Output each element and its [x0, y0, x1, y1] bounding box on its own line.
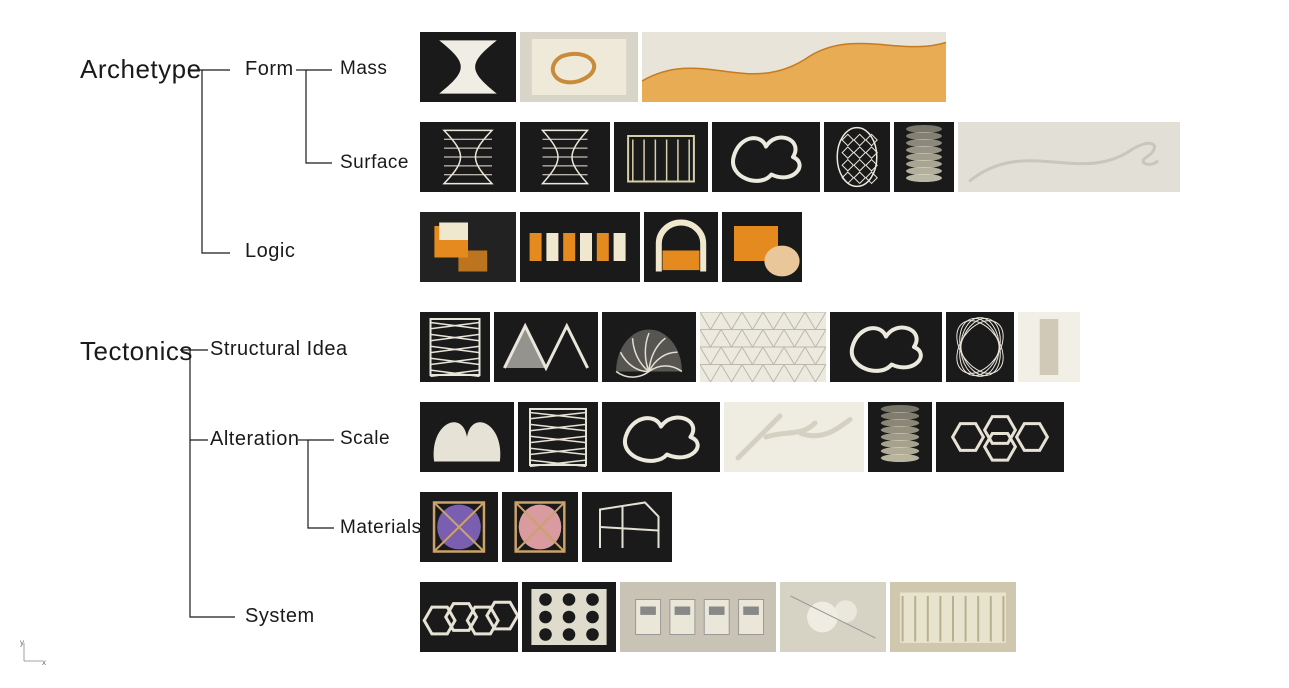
node-system: System: [245, 605, 315, 628]
thumb-structural-0: [420, 312, 490, 382]
thumb-scale-0: [420, 402, 514, 472]
node-logic: Logic: [245, 240, 295, 263]
thumb-mass-1: [520, 32, 638, 102]
row-structural-idea: [420, 312, 1080, 382]
row-mass: [420, 32, 946, 102]
thumb-scale-1: [518, 402, 598, 472]
thumb-mass-2: [642, 32, 946, 102]
thumb-structural-2: [602, 312, 696, 382]
thumb-surface-3: [712, 122, 820, 192]
node-tectonics: Tectonics: [80, 336, 193, 367]
thumb-logic-0: [420, 212, 516, 282]
thumb-materials-1: [502, 492, 578, 562]
row-system: [420, 582, 1016, 652]
thumb-scale-2: [602, 402, 720, 472]
thumb-surface-5: [894, 122, 954, 192]
thumb-system-4: [890, 582, 1016, 652]
thumb-materials-2: [582, 492, 672, 562]
thumb-scale-4: [868, 402, 932, 472]
connector-tectonics-children: [180, 340, 240, 625]
node-form: Form: [245, 58, 294, 81]
thumb-scale-5: [936, 402, 1064, 472]
row-surface: [420, 122, 1180, 192]
connector-alteration-children: [298, 428, 340, 538]
svg-text:y: y: [20, 638, 24, 647]
thumb-surface-2: [614, 122, 708, 192]
thumb-system-2: [620, 582, 776, 652]
connector-form-children: [296, 58, 340, 173]
thumb-logic-1: [520, 212, 640, 282]
thumb-system-3: [780, 582, 886, 652]
axis-indicator: y x: [18, 639, 46, 670]
row-logic: [420, 212, 802, 282]
svg-text:x: x: [42, 658, 46, 667]
thumb-surface-6: [958, 122, 1180, 192]
thumb-system-1: [522, 582, 616, 652]
thumb-system-0: [420, 582, 518, 652]
thumb-structural-1: [494, 312, 598, 382]
connector-archetype-children: [190, 58, 245, 258]
thumb-logic-2: [644, 212, 718, 282]
thumb-surface-4: [824, 122, 890, 192]
thumb-mass-0: [420, 32, 516, 102]
thumb-structural-4: [830, 312, 942, 382]
thumb-structural-6: [1018, 312, 1080, 382]
thumb-structural-3: [700, 312, 826, 382]
thumb-logic-3: [722, 212, 802, 282]
thumb-scale-3: [724, 402, 864, 472]
node-materials: Materials: [340, 517, 422, 539]
node-archetype: Archetype: [80, 54, 202, 85]
node-surface: Surface: [340, 152, 409, 174]
row-materials: [420, 492, 672, 562]
node-mass: Mass: [340, 58, 387, 80]
thumb-structural-5: [946, 312, 1014, 382]
thumb-materials-0: [420, 492, 498, 562]
thumb-surface-0: [420, 122, 516, 192]
thumb-surface-1: [520, 122, 610, 192]
node-scale: Scale: [340, 428, 390, 450]
row-scale: [420, 402, 1064, 472]
